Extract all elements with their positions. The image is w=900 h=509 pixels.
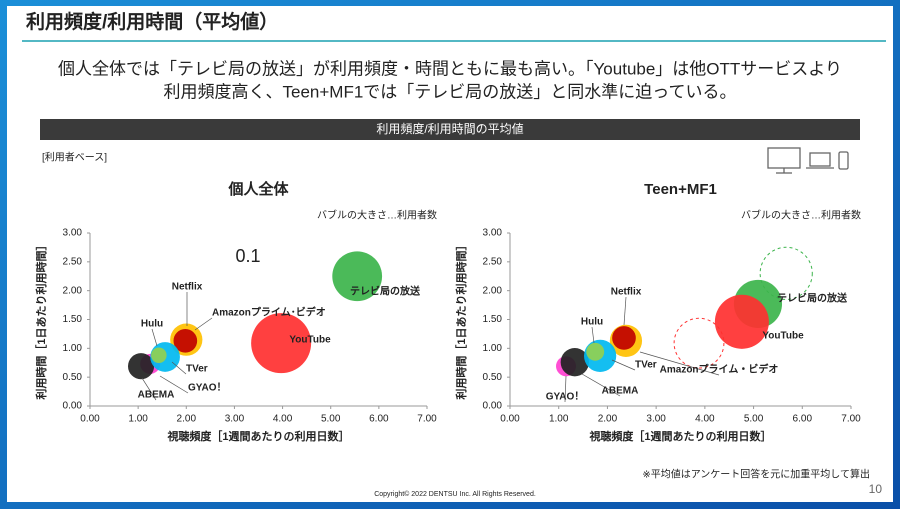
banner [40, 119, 860, 140]
x-tick-label: 5.00 [744, 414, 764, 425]
bubble-label: Hulu [141, 319, 163, 330]
x-tick-label: 0.00 [500, 414, 520, 425]
bubble-label: ABEMA [602, 386, 639, 397]
x-tick-label: 7.00 [841, 414, 861, 425]
y-tick-label: 0.50 [483, 372, 503, 383]
size-note: バブルの大きさ…利用者数 [741, 209, 861, 222]
x-axis-label: 視聴頻度［1週間あたりの利用日数］ [588, 429, 771, 443]
x-tick-label: 6.00 [793, 414, 813, 425]
bubble [673, 317, 725, 369]
size-note: バブルの大きさ…利用者数 [317, 209, 437, 222]
bubble [151, 347, 167, 363]
y-axis-label: 利用時間［1日あたり利用時間］ [34, 239, 48, 399]
subtitle: 個人全体では「テレビ局の放送」が利用頻度・時間ともに最も高い。「Youtube」… [58, 59, 842, 78]
leader-line [591, 326, 595, 344]
leader-line [623, 296, 627, 326]
chart-title: Teen+MF1 [644, 181, 717, 198]
y-tick-label: 1.00 [63, 343, 83, 354]
bubble-label: GYAO！ [546, 391, 585, 403]
x-tick-label: 2.00 [177, 414, 197, 425]
banner-text: 利用頻度/利用時間の平均値 [376, 121, 523, 136]
bubble-label: TVer [635, 360, 657, 371]
leader-line [151, 328, 158, 347]
y-tick-label: 2.00 [483, 285, 503, 296]
leader-line [639, 351, 720, 376]
chart-title: 個人全体 [227, 180, 289, 198]
bubble [714, 294, 769, 349]
bubble [173, 329, 198, 353]
subtitle: 利用頻度高く、Teen+MF1では「テレビ局の放送」と同水準に迫っている。 [164, 82, 737, 101]
leader-line [564, 375, 567, 403]
x-tick-label: 2.00 [598, 414, 618, 425]
y-tick-label: 1.50 [63, 314, 83, 325]
y-tick-label: 3.00 [483, 228, 503, 239]
bubble-label: GYAO！ [188, 382, 227, 394]
bubble [586, 342, 605, 361]
annotation: 0.1 [235, 246, 260, 266]
leader-line [159, 375, 189, 394]
x-tick-label: 4.00 [273, 414, 293, 425]
bubble-label: Amazonプライム･ビデオ [212, 306, 326, 319]
bubble-label: TVer [186, 364, 208, 375]
y-tick-label: 3.00 [63, 228, 83, 239]
x-tick-label: 3.00 [646, 414, 666, 425]
base-note: [利用者ベース] [42, 152, 107, 164]
y-tick-label: 1.50 [483, 314, 503, 325]
y-tick-label: 1.00 [483, 343, 503, 354]
x-tick-label: 4.00 [695, 414, 715, 425]
x-tick-label: 6.00 [369, 414, 389, 425]
x-tick-label: 1.00 [128, 414, 148, 425]
bubble-label: YouTube [762, 331, 804, 342]
x-tick-label: 3.00 [225, 414, 245, 425]
y-axis-label: 利用時間［1日あたり利用時間］ [454, 239, 468, 399]
leader-line [171, 361, 187, 375]
slide-bg [7, 6, 893, 502]
y-tick-label: 2.00 [63, 285, 83, 296]
y-tick-label: 0.50 [63, 372, 83, 383]
leader-line [581, 373, 621, 397]
copyright: Copyright© 2022 DENTSU Inc. All Rights R… [374, 490, 536, 498]
x-tick-label: 5.00 [321, 414, 341, 425]
bubble-label: テレビ局の放送 [777, 292, 848, 305]
x-tick-label: 7.00 [417, 414, 437, 425]
x-tick-label: 1.00 [549, 414, 569, 425]
bubble-label: テレビ局の放送 [350, 285, 421, 298]
bubble-label: Amazonプライム・ビデオ [660, 363, 779, 376]
footnote: ※平均値はアンケート回答を元に加重平均して算出 [642, 468, 870, 481]
y-tick-label: 0.00 [483, 401, 503, 412]
slide-title: 利用頻度/利用時間（平均値） [26, 10, 278, 33]
bubble-label: Netflix [611, 287, 642, 298]
bubble-label: Netflix [172, 282, 203, 293]
x-axis-label: 視聴頻度［1週間あたりの利用日数］ [166, 429, 349, 443]
bubble-label: Hulu [581, 317, 603, 328]
device-icons [767, 147, 849, 174]
bubble [127, 353, 155, 380]
y-tick-label: 2.50 [483, 256, 503, 267]
bubble [759, 246, 813, 300]
y-tick-label: 2.50 [63, 256, 83, 267]
bubble [332, 251, 383, 302]
y-tick-label: 0.00 [63, 401, 83, 412]
leader-line [141, 377, 157, 401]
bubble-label: ABEMA [138, 390, 175, 401]
bubble [612, 326, 636, 350]
bubble [560, 348, 589, 377]
bubble-label: YouTube [289, 335, 331, 346]
x-tick-label: 0.00 [80, 414, 100, 425]
leader-line [611, 359, 636, 371]
page-number: 10 [869, 482, 883, 496]
leader-line [194, 317, 213, 331]
bubble [251, 313, 312, 374]
